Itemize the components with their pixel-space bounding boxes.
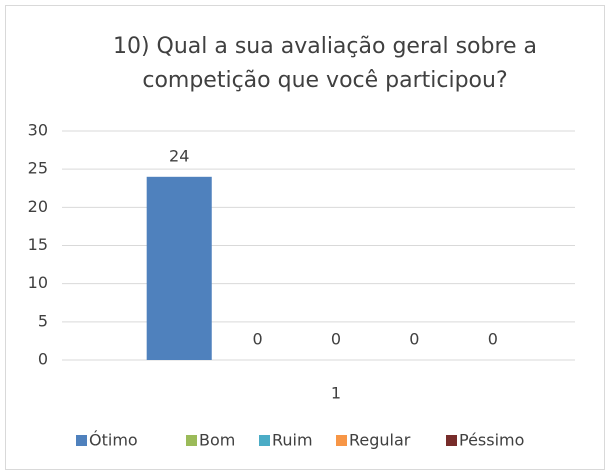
legend-label: Regular [349, 431, 411, 450]
legend-label: Péssimo [459, 431, 524, 450]
data-label: 24 [169, 146, 189, 165]
chart-frame [5, 5, 605, 470]
legend-swatch [446, 435, 457, 446]
legend-label: Ruim [272, 431, 313, 450]
y-tick-label: 25 [28, 159, 48, 178]
data-label: 0 [409, 330, 419, 349]
y-tick-label: 15 [28, 235, 48, 254]
data-label: 0 [488, 330, 498, 349]
chart-title: 10) Qual a sua avaliação geral sobre a c… [112, 34, 538, 93]
y-tick-label: 10 [28, 273, 48, 292]
x-tick-label: 1 [331, 384, 341, 403]
legend-swatch [259, 435, 270, 446]
y-tick-label: 20 [28, 197, 48, 216]
legend-label: Bom [199, 431, 235, 450]
legend-label: Ótimo [89, 431, 138, 450]
y-tick-label: 5 [38, 311, 48, 330]
bar [146, 176, 212, 360]
y-tick-label: 0 [38, 350, 48, 369]
legend-swatch [186, 435, 197, 446]
data-label: 0 [253, 330, 263, 349]
legend-swatch [336, 435, 347, 446]
y-tick-label: 30 [28, 121, 48, 140]
legend-swatch [76, 435, 87, 446]
data-label: 0 [331, 330, 341, 349]
